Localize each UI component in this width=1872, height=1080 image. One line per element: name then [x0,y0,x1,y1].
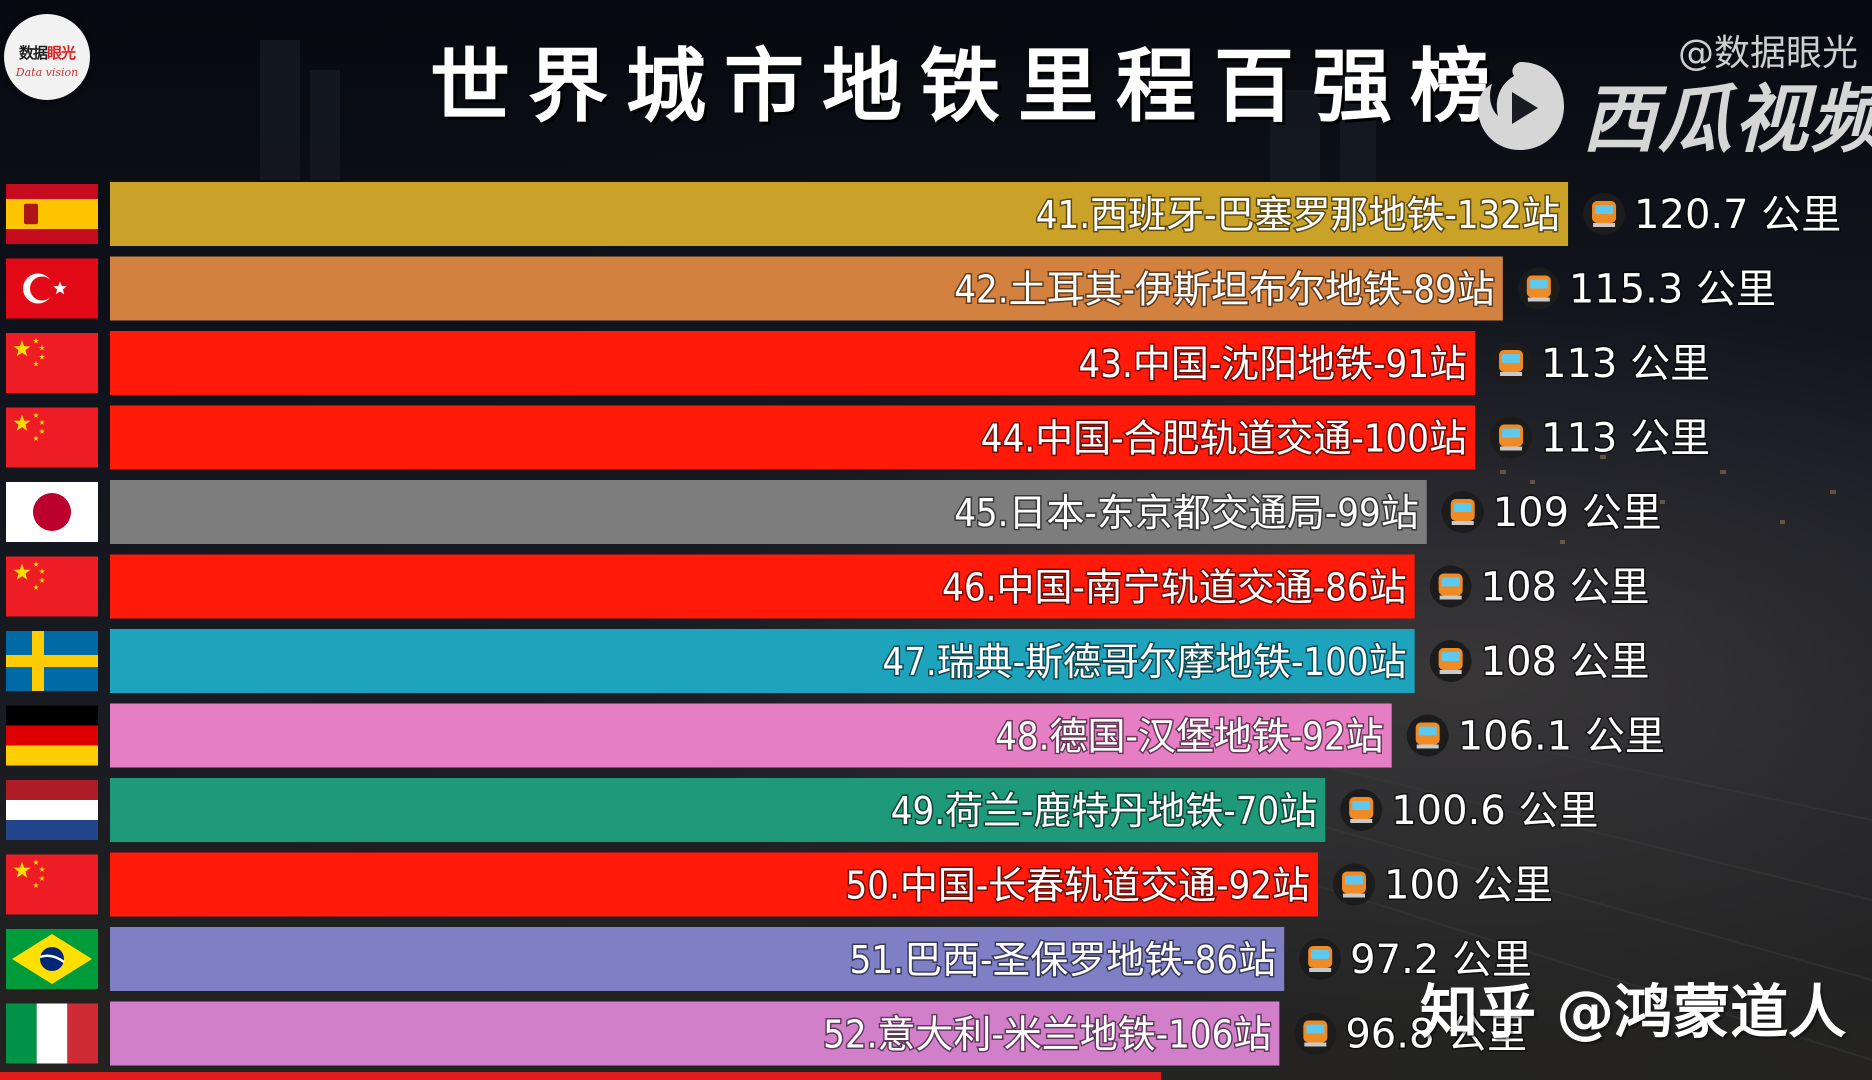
train-icon [1429,640,1472,682]
bar-row: 49.荷兰-鹿特丹地铁-70站 100.6 公里 [6,778,1600,842]
bar-label: 45.日本-东京都交通局-99站 [954,491,1419,535]
bar [110,778,1326,842]
bar-label: 52.意大利-米兰地铁-106站 [823,1013,1271,1057]
bar [110,554,1415,619]
bar-value: 109 公里 [1493,490,1662,536]
bar [110,629,1415,693]
bar-row: 52.意大利-米兰地铁-106站 96.8 公里 [6,1001,1529,1066]
flag-spain-icon [6,184,98,244]
flag-turkey-icon [6,258,98,319]
bar-row: 51.巴西-圣保罗地铁-86站 97.2 公里 [6,927,1533,991]
bar-value: 106.1 公里 [1458,714,1665,760]
watermark-platform: 西瓜视频 [1582,77,1872,163]
bar-label: 51.巴西-圣保罗地铁-86站 [850,938,1277,982]
bar-value: 108 公里 [1481,565,1650,611]
bar-row: 47.瑞典-斯德哥尔摩地铁-100站 108 公里 [6,629,1651,693]
bar-value: 100.6 公里 [1391,788,1598,834]
bar [110,182,1569,246]
bar [110,256,1503,321]
logo-text-a: 数据 [18,44,48,62]
bar-value: 97.2 公里 [1350,937,1532,983]
bar-row: 43.中国-沈阳地铁-91站 113 公里 [6,331,1712,395]
train-icon [1299,938,1342,980]
flag-china-icon [6,407,98,468]
bar-label: 50.中国-长春轨道交通-92站 [845,864,1310,908]
flag-brazil-icon [6,929,98,989]
bar-label: 44.中国-合肥轨道交通-100站 [981,417,1467,461]
flag-china-icon [6,333,98,393]
logo-text-b: 眼光 [47,44,76,62]
bar-row: 42.土耳其-伊斯坦布尔地铁-89站 115.3 公里 [6,256,1778,321]
train-icon [1441,491,1484,533]
flag-china-icon [6,556,98,617]
bar-row: 44.中国-合肥轨道交通-100站 113 公里 [6,405,1712,470]
bar-label: 42.土耳其-伊斯坦布尔地铁-89站 [954,268,1495,312]
bar [110,703,1392,768]
train-icon [1406,714,1449,757]
bar-value: 113 公里 [1541,416,1710,462]
bar-row: 48.德国-汉堡地铁-92站 106.1 公里 [6,703,1666,768]
flag-china-icon [6,854,98,915]
bar-value: 120.7 公里 [1634,192,1841,238]
flag-japan-icon [6,482,98,542]
logo-text: 数据眼光 [4,42,90,63]
flag-netherlands-icon [6,780,98,840]
bar-row: 50.中国-长春轨道交通-92站 100 公里 [6,852,1555,917]
train-icon [1517,267,1560,310]
play-icon [1478,62,1564,150]
bar-label: 49.荷兰-鹿特丹地铁-70站 [891,789,1318,833]
bar [110,331,1476,395]
train-icon [1294,1012,1337,1055]
train-icon [1490,416,1533,459]
video-progress-bar [0,1072,1161,1080]
bar [110,1001,1280,1066]
bar-row: 41.西班牙-巴塞罗那地铁-132站 120.7 公里 [6,182,1843,246]
bar-label: 41.西班牙-巴塞罗那地铁-132站 [1036,193,1560,237]
bar [110,927,1285,991]
bar-value: 108 公里 [1481,639,1650,685]
bar [110,852,1318,917]
flag-italy-icon [6,1003,98,1064]
bar-label: 43.中国-沈阳地铁-91站 [1079,342,1468,386]
bar-label: 48.德国-汉堡地铁-92站 [995,715,1384,759]
train-icon [1340,789,1383,831]
bar-value: 115.3 公里 [1569,267,1776,313]
train-icon [1583,193,1626,235]
bar-row: 45.日本-东京都交通局-99站 109 公里 [6,480,1663,544]
chart-title: 世界城市地铁里程百强榜 [430,40,1508,133]
brand-logo: 数据眼光 Data vision [4,14,90,100]
train-icon [1333,863,1375,906]
bar-row: 46.中国-南宁轨道交通-86站 108 公里 [6,554,1651,619]
bar [110,405,1476,470]
flag-germany-icon [6,705,98,766]
logo-subtext: Data vision [15,66,79,79]
bar-value: 100 公里 [1384,863,1553,909]
watermark-handle: @数据眼光 [1677,33,1858,74]
train-icon [1429,565,1472,608]
bar-label: 47.瑞典-斯德哥尔摩地铁-100站 [882,640,1406,684]
train-icon [1490,342,1533,384]
flag-sweden-icon [6,631,98,691]
watermark-zhihu: 知乎 @鸿蒙道人 [1420,978,1847,1046]
bar-value: 113 公里 [1541,341,1710,387]
bar-label: 46.中国-南宁轨道交通-86站 [942,566,1407,610]
bar-value: 96.8 公里 [1345,1012,1527,1058]
bar [110,480,1427,544]
